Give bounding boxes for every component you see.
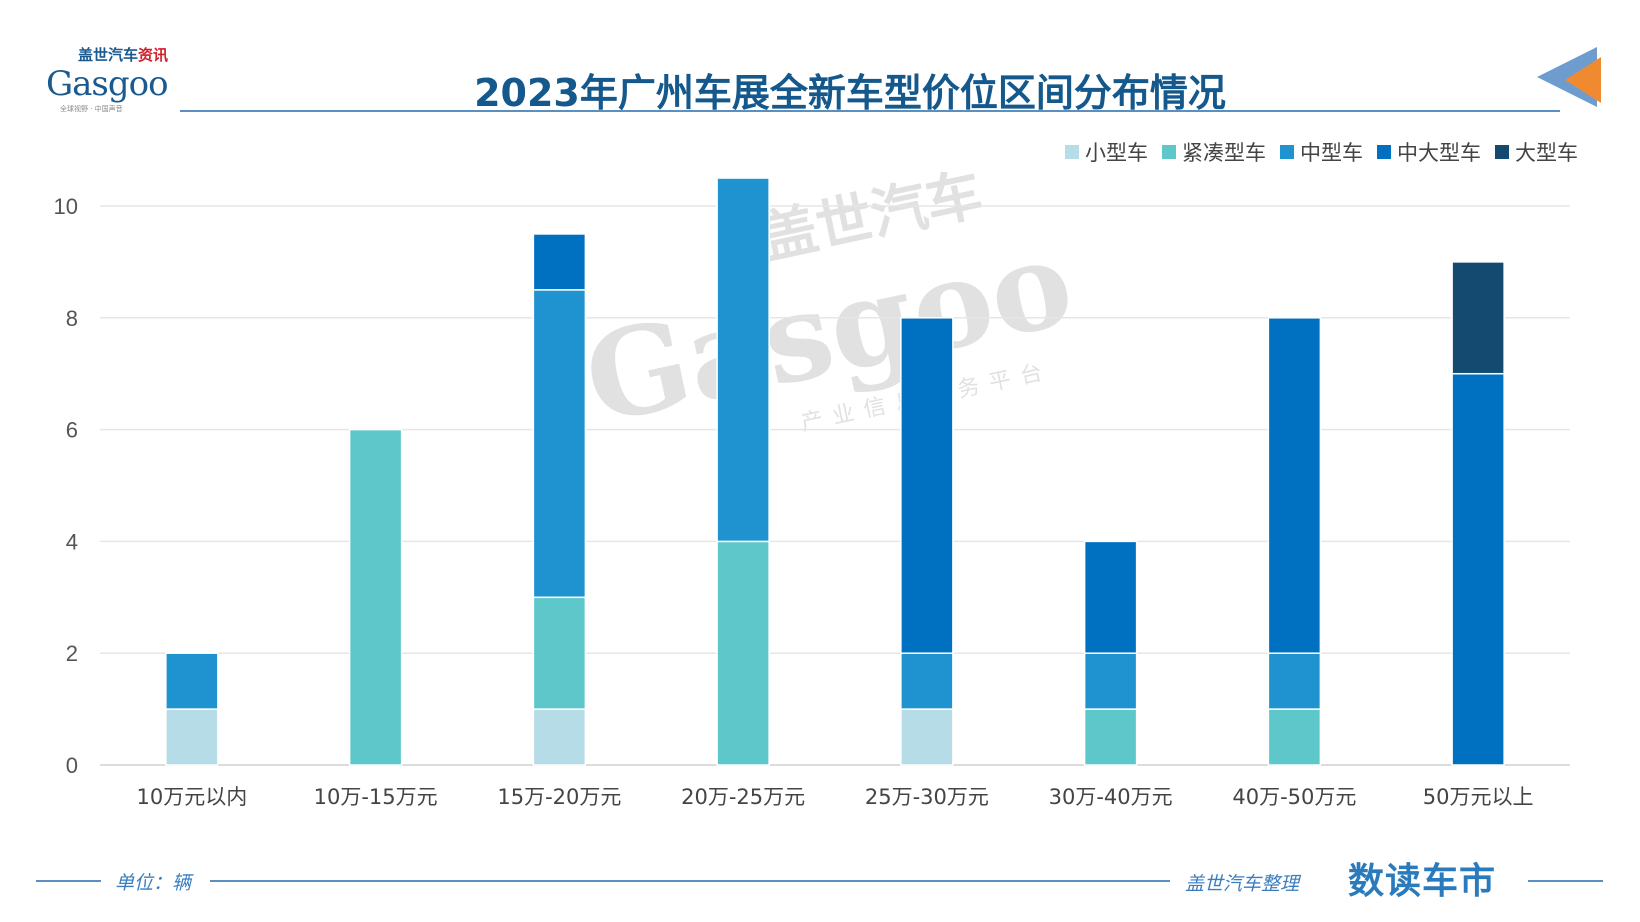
legend-label: 紧凑型车 xyxy=(1182,141,1266,165)
legend-item: 中大型车 xyxy=(1377,137,1481,167)
footer-line xyxy=(1528,880,1603,882)
bar-segment-4-7 xyxy=(1451,261,1505,375)
bar-segment-0-0 xyxy=(165,708,219,766)
footer-line xyxy=(210,880,1170,882)
logo-cn-red: 资讯 xyxy=(138,46,169,64)
y-tick-label: 8 xyxy=(66,306,78,331)
logo-cn: 盖世汽车 xyxy=(78,46,139,64)
x-tick-label: 30万-40万元 xyxy=(1049,785,1173,809)
gasgoo-logo: 盖世汽车资讯 Gasgoo 全球视野 · 中国声音 xyxy=(20,46,210,126)
bar-segment-1-3 xyxy=(716,540,770,766)
arrow-decoration-icon xyxy=(1537,47,1601,107)
x-tick-label: 15万-20万元 xyxy=(497,785,621,809)
footer-line xyxy=(36,880,101,882)
bar-segment-3-6 xyxy=(1267,317,1322,654)
title-underline xyxy=(180,110,1560,112)
x-tick-label: 20万-25万元 xyxy=(681,785,805,809)
legend-swatch xyxy=(1280,145,1294,159)
legend-swatch xyxy=(1495,145,1509,159)
legend-label: 大型车 xyxy=(1515,141,1578,165)
brand-logo: 数读车市 xyxy=(1348,861,1497,902)
x-tick-label: 10万-15万元 xyxy=(314,785,438,809)
logo-en: Gasgoo xyxy=(46,64,169,104)
bar-segment-2-4 xyxy=(900,652,954,710)
bar-segment-3-4 xyxy=(900,317,954,654)
bar-segment-3-7 xyxy=(1451,372,1505,766)
x-tick-label: 40万-50万元 xyxy=(1232,785,1356,809)
legend-item: 大型车 xyxy=(1495,137,1578,167)
x-tick-label: 10万元以内 xyxy=(137,785,248,809)
y-tick-label: 6 xyxy=(66,418,78,443)
bar-segment-1-5 xyxy=(1083,708,1138,766)
legend-label: 中型车 xyxy=(1300,141,1363,165)
legend: 小型车 紧凑型车 中型车 中大型车 大型车 xyxy=(1065,137,1578,167)
legend-item: 紧凑型车 xyxy=(1162,137,1266,167)
logo-tagline: 全球视野 · 中国声音 xyxy=(60,105,123,113)
y-tick-label: 2 xyxy=(66,641,78,666)
bar-segment-2-5 xyxy=(1083,652,1138,710)
x-tick-label: 50万元以上 xyxy=(1423,785,1534,809)
y-tick-label: 0 xyxy=(66,753,78,778)
bar-segment-0-4 xyxy=(900,708,954,766)
bar-segment-3-2 xyxy=(532,233,587,291)
legend-item: 中型车 xyxy=(1280,137,1363,167)
bar-segment-2-6 xyxy=(1267,652,1322,710)
bar-segment-1-6 xyxy=(1267,708,1322,766)
legend-item: 小型车 xyxy=(1065,137,1148,167)
bar-segment-2-0 xyxy=(165,652,219,710)
bar-segment-2-2 xyxy=(532,289,587,599)
y-tick-label: 10 xyxy=(54,194,78,219)
legend-swatch xyxy=(1162,145,1176,159)
logo-cn-wrap: 盖世汽车资讯 xyxy=(78,46,168,64)
legend-label: 小型车 xyxy=(1085,141,1148,165)
chart-title: 2023年广州车展全新车型价位区间分布情况 xyxy=(474,71,1226,115)
bar-segment-1-2 xyxy=(532,596,587,710)
bar-segment-3-5 xyxy=(1083,540,1138,654)
y-tick-label: 4 xyxy=(66,529,78,554)
unit-label: 单位：辆 xyxy=(115,872,192,894)
legend-swatch xyxy=(1377,145,1391,159)
bar-segment-0-2 xyxy=(532,708,587,766)
legend-swatch xyxy=(1065,145,1079,159)
bar-segment-2-3 xyxy=(716,177,770,543)
x-tick-label: 25万-30万元 xyxy=(865,785,989,809)
legend-label: 中大型车 xyxy=(1397,141,1481,165)
bar-segment-1-1 xyxy=(348,428,403,766)
source-label: 盖世汽车整理 xyxy=(1185,873,1300,895)
